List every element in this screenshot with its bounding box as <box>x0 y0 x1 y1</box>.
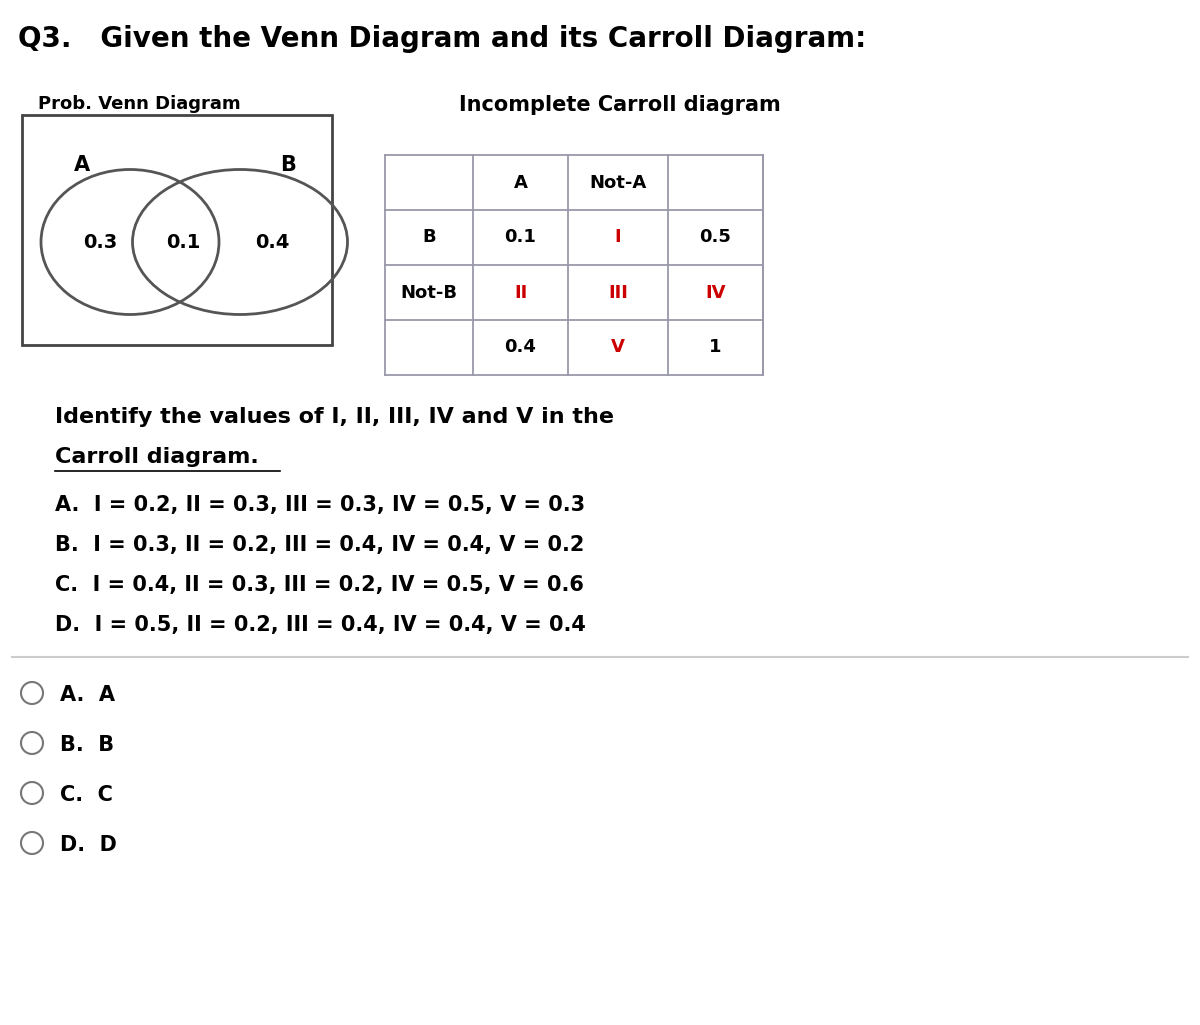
Text: D.  D: D. D <box>60 835 116 855</box>
Text: 0.1: 0.1 <box>166 233 200 251</box>
Text: C.  C: C. C <box>60 785 113 805</box>
Text: Q3.   Given the Venn Diagram and its Carroll Diagram:: Q3. Given the Venn Diagram and its Carro… <box>18 25 866 53</box>
Text: A.  A: A. A <box>60 685 115 705</box>
Text: Not-B: Not-B <box>401 284 457 301</box>
Text: Identify the values of I, II, III, IV and V in the: Identify the values of I, II, III, IV an… <box>55 407 614 427</box>
Bar <box>22 115 332 345</box>
Text: B: B <box>280 155 296 175</box>
Text: IV: IV <box>706 284 726 301</box>
Text: B.  I = 0.3, II = 0.2, III = 0.4, IV = 0.4, V = 0.2: B. I = 0.3, II = 0.2, III = 0.4, IV = 0.… <box>55 535 584 555</box>
Text: 0.4: 0.4 <box>254 233 289 251</box>
Text: B.  B: B. B <box>60 735 114 755</box>
Text: D.  I = 0.5, II = 0.2, III = 0.4, IV = 0.4, V = 0.4: D. I = 0.5, II = 0.2, III = 0.4, IV = 0.… <box>55 615 586 636</box>
Text: III: III <box>608 284 628 301</box>
Text: II: II <box>514 284 527 301</box>
Text: A.  I = 0.2, II = 0.3, III = 0.3, IV = 0.5, V = 0.3: A. I = 0.2, II = 0.3, III = 0.3, IV = 0.… <box>55 495 586 515</box>
Text: Not-A: Not-A <box>589 173 647 192</box>
Text: 0.3: 0.3 <box>83 233 118 251</box>
Text: Incomplete Carroll diagram: Incomplete Carroll diagram <box>460 95 781 115</box>
Text: A: A <box>514 173 528 192</box>
Text: Carroll diagram.: Carroll diagram. <box>55 447 259 467</box>
Text: A: A <box>74 155 90 175</box>
Text: C.  I = 0.4, II = 0.3, III = 0.2, IV = 0.5, V = 0.6: C. I = 0.4, II = 0.3, III = 0.2, IV = 0.… <box>55 575 584 594</box>
Text: 0.5: 0.5 <box>700 229 732 246</box>
Text: 1: 1 <box>709 338 721 357</box>
Text: 0.4: 0.4 <box>504 338 536 357</box>
Text: I: I <box>614 229 622 246</box>
Text: Prob. Venn Diagram: Prob. Venn Diagram <box>38 95 241 113</box>
Text: 0.1: 0.1 <box>504 229 536 246</box>
Text: V: V <box>611 338 625 357</box>
Text: B: B <box>422 229 436 246</box>
